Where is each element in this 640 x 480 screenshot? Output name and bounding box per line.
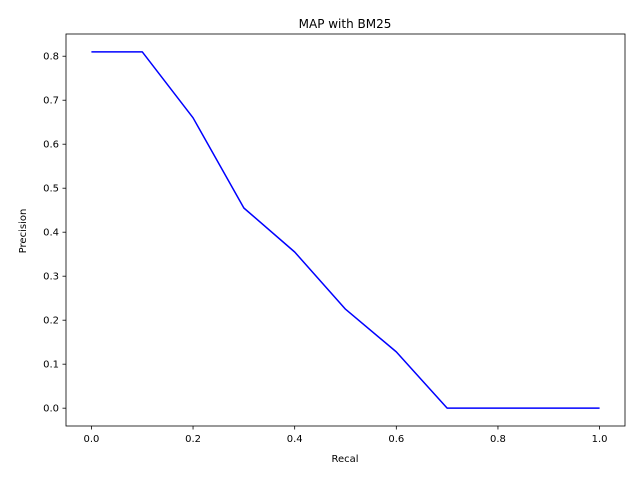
y-tick-label: 0.2 [43, 316, 59, 327]
x-tick-label: 1.0 [592, 434, 608, 445]
x-tick-label: 0.6 [388, 434, 404, 445]
series-layer [91, 51, 600, 409]
series-line-precision [91, 51, 600, 409]
chart-title: MAP with BM25 [299, 17, 392, 31]
y-tick-label: 0.0 [43, 404, 59, 415]
x-tick-label: 0.2 [185, 434, 201, 445]
x-axis-label: Recal [331, 454, 358, 465]
y-tick-label: 0.8 [43, 52, 59, 63]
y-tick-label: 0.5 [43, 184, 59, 195]
x-tick-label: 0.4 [287, 434, 303, 445]
x-axis-ticks: 0.0 0.2 0.4 0.6 0.8 1.0 [83, 426, 608, 445]
y-tick-label: 0.1 [43, 360, 59, 371]
x-tick-label: 0.8 [490, 434, 506, 445]
y-axis-label: Precision [18, 209, 29, 254]
y-tick-label: 0.6 [43, 140, 59, 151]
x-tick-label: 0.0 [83, 434, 99, 445]
y-axis-ticks: 0.0 0.1 0.2 0.3 0.4 0.5 0.6 0.7 0.8 [43, 52, 66, 415]
y-tick-label: 0.7 [43, 96, 59, 107]
y-tick-label: 0.3 [43, 272, 59, 283]
plot-frame [65, 33, 626, 427]
y-tick-label: 0.4 [43, 228, 59, 239]
